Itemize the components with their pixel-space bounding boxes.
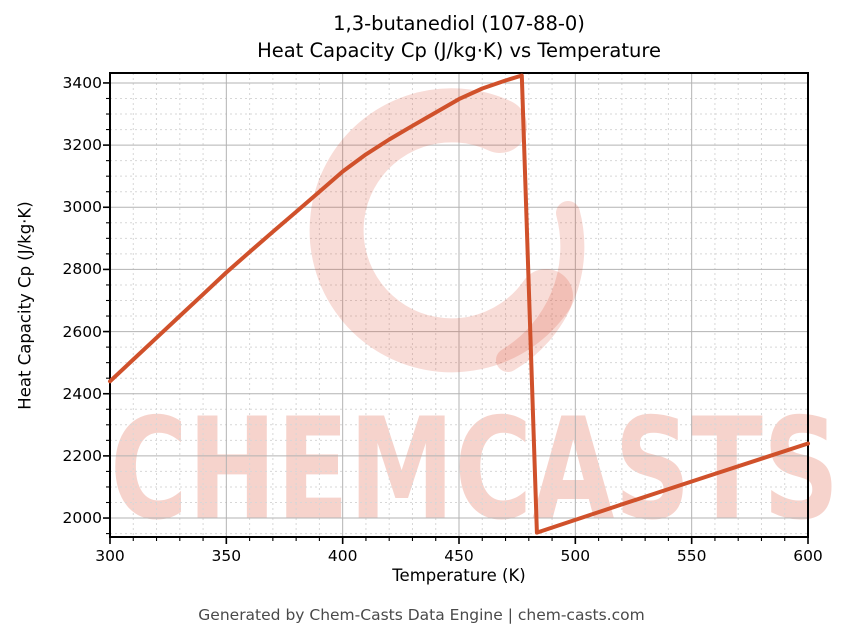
y-tick-label: 2200 [62,446,102,465]
cp-curve [108,73,810,535]
y-tick-label: 3200 [62,136,102,155]
y-tick-label: 3400 [62,73,102,92]
y-tick-label: 2000 [62,509,102,528]
x-tick-label: 500 [560,547,591,565]
y-tick-label: 2400 [62,384,102,403]
x-tick-label: 450 [444,547,474,565]
footer-attribution: Generated by Chem-Casts Data Engine | ch… [198,606,645,624]
x-tick-label: 350 [211,547,242,565]
axis-ticks [103,82,809,544]
chart-title-line2: Heat Capacity Cp (J/kg·K) vs Temperature [257,39,661,62]
axes-frame [109,72,809,538]
x-tick-label: 400 [327,547,358,565]
x-axis-label: Temperature (K) [392,566,526,585]
y-tick-label: 3000 [62,198,102,217]
x-tick-label: 300 [95,547,125,565]
chart-title: 1,3-butanediol (107-88-0) Heat Capacity … [110,10,808,64]
major-gridlines [109,73,809,537]
y-tick-label: 2600 [62,322,102,341]
chart-title-line1: 1,3-butanediol (107-88-0) [333,12,585,35]
x-tick-label: 550 [676,547,707,565]
x-tick-label: 600 [793,547,823,565]
y-tick-label: 2800 [62,260,102,279]
